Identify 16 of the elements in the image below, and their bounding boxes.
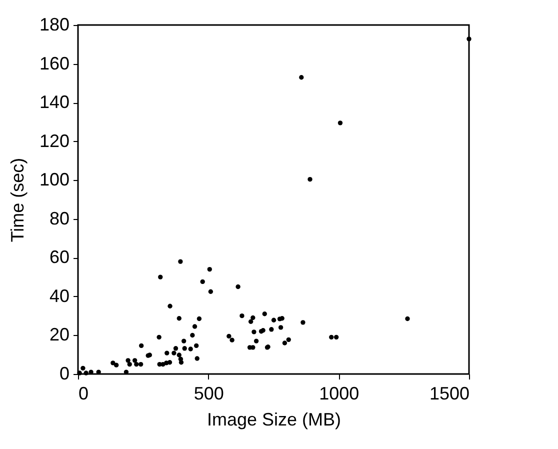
x-tick-label: 1500 (429, 384, 470, 404)
y-tick-label: 140 (39, 92, 70, 112)
x-tick-label: 500 (194, 384, 224, 404)
y-tick-label: 60 (49, 247, 70, 268)
y-axis-title: Time (sec) (7, 158, 28, 242)
x-axis-title: Image Size (MB) (206, 410, 342, 430)
y-tick-label: 120 (39, 130, 70, 151)
y-tick-label: 80 (49, 208, 70, 228)
y-tick-label: 0 (59, 364, 70, 384)
y-tick-label: 20 (49, 324, 70, 345)
y-tick-label: 100 (39, 170, 70, 190)
y-tick-label: 180 (39, 14, 70, 34)
x-tick-label: 0 (78, 384, 89, 404)
y-tick-label: 40 (49, 286, 70, 306)
x-tick-label: 1000 (319, 384, 360, 404)
y-tick-label: 160 (39, 53, 70, 74)
